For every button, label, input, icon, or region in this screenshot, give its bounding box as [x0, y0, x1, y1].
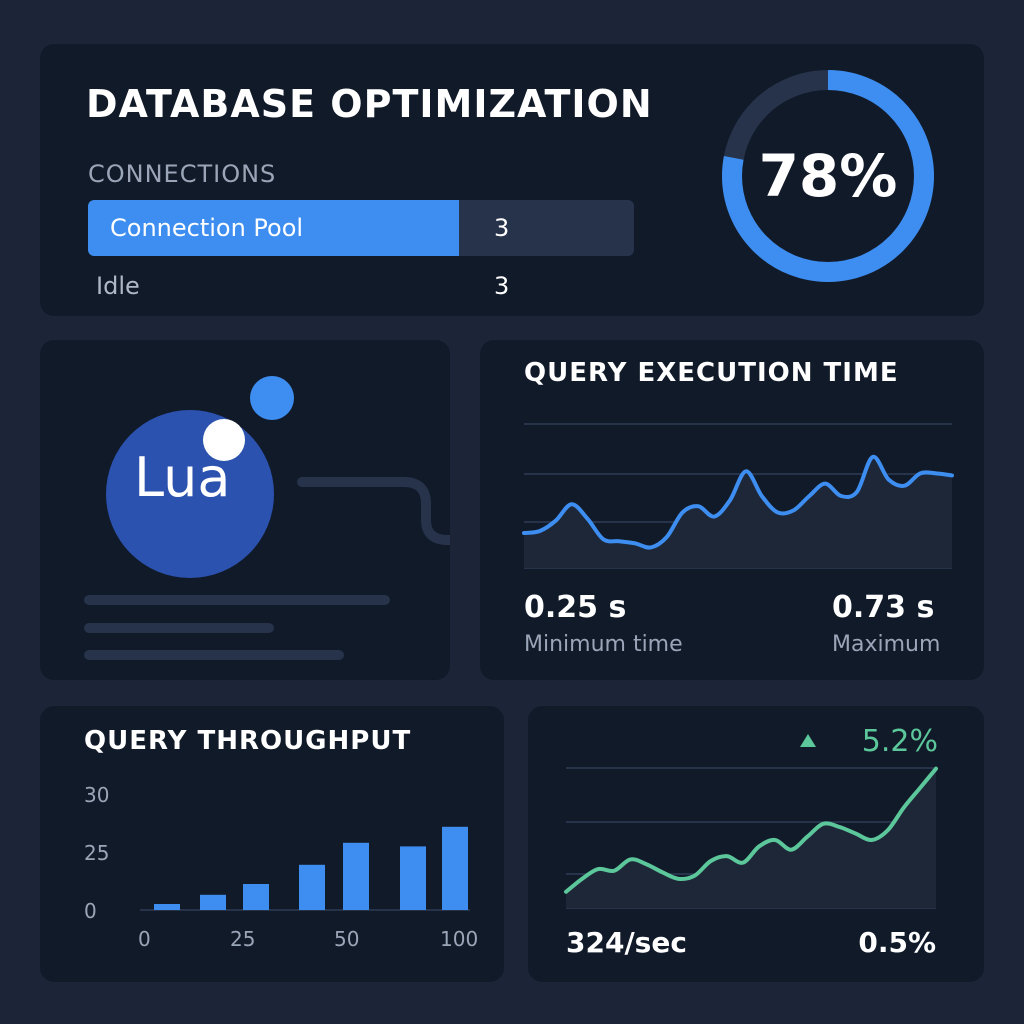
- gauge-progress-arc: [722, 70, 934, 282]
- gauge-percent: 78%: [758, 142, 898, 210]
- throughput-bar: [200, 894, 226, 910]
- min-time-value: 0.25 s: [524, 590, 627, 625]
- placeholder-line: [84, 650, 344, 660]
- y-tick-label: 0: [84, 899, 97, 923]
- trend-area: [566, 768, 936, 908]
- lua-illustration: [106, 376, 450, 578]
- query-time-chart: [522, 423, 954, 569]
- x-tick-label: 25: [230, 927, 255, 951]
- y-tick-label: 30: [84, 783, 109, 807]
- x-tick-label: 50: [334, 927, 359, 951]
- x-tick-label: 100: [440, 927, 478, 951]
- connections-label: CONNECTIONS: [88, 160, 277, 188]
- query-time-series-line: [522, 454, 954, 550]
- query-rate-value: 324/sec: [566, 926, 687, 959]
- trend-series-line: [564, 766, 938, 894]
- page-title: DATABASE OPTIMIZATION: [86, 82, 653, 126]
- throughput-bar: [299, 864, 325, 910]
- query-throughput-card: 0 25 30 0 25 50 100 QUERY THROUGHPUT: [40, 706, 504, 982]
- throughput-trend-card: 5.2% 324/sec 0.5%: [528, 706, 984, 982]
- query-time-title: QUERY EXECUTION TIME: [524, 358, 899, 388]
- trend-chart: [564, 766, 938, 909]
- x-tick-label: 0: [138, 927, 151, 951]
- placeholder-line: [84, 595, 390, 605]
- up-arrow-icon: [800, 734, 816, 747]
- lua-logo-moon: [203, 419, 245, 461]
- trend-change-value: 5.2%: [861, 724, 938, 759]
- connection-pool-fill: [88, 200, 460, 256]
- throughput-bar: [400, 846, 426, 910]
- utilization-gauge: [722, 70, 934, 282]
- error-rate-value: 0.5%: [858, 926, 936, 959]
- connection-pool-bar[interactable]: Connection Pool 3: [88, 200, 634, 256]
- max-time-label: Maximum: [832, 632, 941, 657]
- throughput-title: QUERY THROUGHPUT: [84, 726, 412, 756]
- throughput-bar-chart: 0 25 30 0 25 50 100: [84, 783, 478, 951]
- y-tick-label: 25: [84, 841, 109, 865]
- throughput-bar: [154, 904, 180, 910]
- connection-pool-value: 3: [494, 214, 510, 242]
- idle-value: 3: [494, 272, 510, 300]
- lua-logo-text: Lua: [134, 446, 231, 509]
- database-optimization-card: DATABASE OPTIMIZATION CONNECTIONS Connec…: [40, 44, 984, 316]
- idle-label: Idle: [96, 272, 140, 300]
- connector-line: [297, 477, 450, 545]
- query-time-area: [524, 456, 952, 568]
- query-execution-time-card: QUERY EXECUTION TIME 0.25 s Minimum time…: [480, 340, 984, 680]
- lua-logo-orbit: [250, 376, 294, 420]
- max-time-value: 0.73 s: [832, 590, 935, 625]
- lua-card: Lua: [40, 340, 450, 680]
- throughput-bar: [243, 884, 269, 910]
- connection-pool-label: Connection Pool: [110, 214, 304, 242]
- min-time-label: Minimum time: [524, 632, 683, 657]
- throughput-bar: [343, 842, 369, 910]
- placeholder-line: [84, 623, 274, 633]
- throughput-bar: [442, 826, 468, 910]
